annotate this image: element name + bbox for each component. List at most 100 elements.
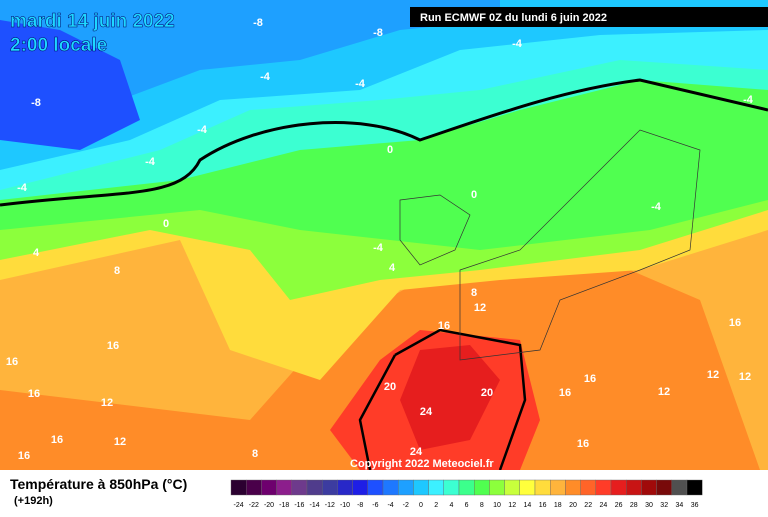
contour-label: -4 bbox=[512, 38, 523, 50]
colorbar-label: 0 bbox=[419, 502, 423, 509]
contour-label: -4 bbox=[355, 78, 366, 90]
colorbar-swatch bbox=[534, 479, 551, 496]
colorbar-label: -20 bbox=[264, 502, 274, 509]
copyright: Copyright 2022 Meteociel.fr bbox=[350, 458, 494, 470]
colorbar-swatch bbox=[322, 479, 338, 496]
colorbar-swatch bbox=[595, 479, 612, 496]
colorbar-label: -24 bbox=[234, 502, 244, 509]
contour-label: 12 bbox=[474, 302, 486, 314]
contour-label: 16 bbox=[107, 340, 119, 352]
date: mardi 14 juin 2022 bbox=[10, 11, 175, 32]
contour-label: 16 bbox=[6, 356, 18, 368]
colorbar-swatch bbox=[291, 479, 308, 496]
contour-label: -4 bbox=[145, 156, 156, 168]
colorbar-swatch bbox=[413, 479, 429, 496]
contour-label: -8 bbox=[31, 97, 41, 109]
colorbar-label: 4 bbox=[449, 502, 453, 509]
contour-label: -8 bbox=[253, 17, 263, 29]
colorbar-swatch bbox=[245, 479, 262, 496]
colorbar-swatch bbox=[458, 479, 475, 496]
colorbar-swatch bbox=[550, 479, 566, 496]
contour-label: -4 bbox=[260, 71, 271, 83]
legend-title: Température à 850hPa (°C) bbox=[10, 476, 187, 492]
contour-label: -8 bbox=[373, 27, 383, 39]
colorbar-swatch bbox=[610, 479, 627, 496]
colorbar-label: 18 bbox=[554, 502, 562, 509]
colorbar-swatch bbox=[306, 479, 323, 496]
colorbar-label: 12 bbox=[508, 502, 516, 509]
colorbar-swatch bbox=[398, 479, 414, 496]
colorbar-label: 36 bbox=[691, 502, 699, 509]
map-background bbox=[0, 0, 768, 471]
contour-label: 0 bbox=[163, 218, 169, 230]
colorbar-label: 16 bbox=[539, 502, 547, 509]
contour-label: 20 bbox=[384, 381, 396, 393]
contour-label: -4 bbox=[743, 94, 754, 106]
contour-label: 12 bbox=[658, 386, 670, 398]
contour-label: 16 bbox=[584, 373, 596, 385]
colorbar-swatch bbox=[656, 479, 672, 496]
contour-labels: -8 -8 -4 -8 -4 -4 -4 -4 -4 -4 0 0 0 -4 -4 4 4 8 8 12 16 16 16 1… bbox=[6, 17, 754, 462]
colorbar-swatch bbox=[565, 479, 581, 496]
colorbar-swatch bbox=[504, 479, 521, 496]
colorbar-label: -6 bbox=[372, 502, 378, 509]
colorbar-label: 24 bbox=[600, 502, 608, 509]
colorbar-label: 30 bbox=[645, 502, 653, 509]
contour-label: 12 bbox=[739, 371, 751, 383]
contour-label: 16 bbox=[438, 320, 450, 332]
colorbar-label: 34 bbox=[676, 502, 684, 509]
contour-label: -4 bbox=[651, 201, 662, 213]
colorbar-swatch bbox=[443, 479, 460, 496]
colorbar-label: 10 bbox=[493, 502, 501, 509]
contour-label: 24 bbox=[420, 406, 433, 418]
contour-label: 4 bbox=[33, 247, 40, 259]
contour-label: -4 bbox=[17, 182, 28, 194]
contour-label: 16 bbox=[577, 438, 589, 450]
colorbar-swatch bbox=[261, 479, 277, 496]
contour-label: 16 bbox=[51, 434, 63, 446]
colorbar-label: 28 bbox=[630, 502, 638, 509]
contour-label: 8 bbox=[471, 287, 477, 299]
contour-label: 0 bbox=[387, 144, 393, 156]
colorbar-label: -16 bbox=[294, 502, 304, 509]
time: 2:00 locale bbox=[10, 35, 107, 56]
contour-label: 8 bbox=[114, 265, 120, 277]
colorbar-label: 22 bbox=[584, 502, 592, 509]
colorbar-label: -4 bbox=[387, 502, 393, 509]
colorbar-label: 2 bbox=[434, 502, 438, 509]
contour-label: 16 bbox=[18, 450, 30, 462]
colorbar-label: -22 bbox=[249, 502, 259, 509]
colorbar-label: -8 bbox=[357, 502, 363, 509]
colorbar-swatch bbox=[428, 479, 445, 496]
colorbar-swatch bbox=[337, 479, 353, 496]
contour-label: 12 bbox=[101, 397, 113, 409]
contour-label: 12 bbox=[707, 369, 719, 381]
colorbar-swatch bbox=[367, 479, 384, 496]
run-info: Run ECMWF 0Z du lundi 6 juin 2022 bbox=[420, 12, 607, 24]
colorbar-swatch bbox=[230, 479, 247, 496]
contour-label: 12 bbox=[114, 436, 126, 448]
colorbar-swatch bbox=[641, 479, 657, 496]
contour-label: 8 bbox=[252, 448, 258, 460]
colorbar-swatch bbox=[626, 479, 642, 496]
lead-time: (+192h) bbox=[14, 495, 53, 507]
contour-label: -4 bbox=[373, 242, 384, 254]
contour-label: 0 bbox=[471, 189, 477, 201]
colorbar-label: -14 bbox=[310, 502, 320, 509]
contour-label: 4 bbox=[389, 262, 396, 274]
colorbar-swatch bbox=[474, 479, 490, 496]
colorbar-swatch bbox=[686, 479, 703, 496]
colorbar-swatch bbox=[489, 479, 505, 496]
contour-label: 16 bbox=[729, 317, 741, 329]
colorbar-label: 8 bbox=[480, 502, 484, 509]
contour-label: -4 bbox=[197, 124, 208, 136]
colorbar-label: 14 bbox=[524, 502, 532, 509]
colorbar-label: 6 bbox=[465, 502, 469, 509]
colorbar: -24 -22 -20 -18 -16 -14 -12 -10 -8 -6 -4 -2 0 2 4 6 8 10 1… bbox=[230, 479, 703, 509]
colorbar-label: 20 bbox=[569, 502, 577, 509]
colorbar-swatch bbox=[580, 479, 596, 496]
colorbar-swatch bbox=[671, 479, 688, 496]
colorbar-label: 32 bbox=[660, 502, 668, 509]
colorbar-label: -12 bbox=[325, 502, 335, 509]
